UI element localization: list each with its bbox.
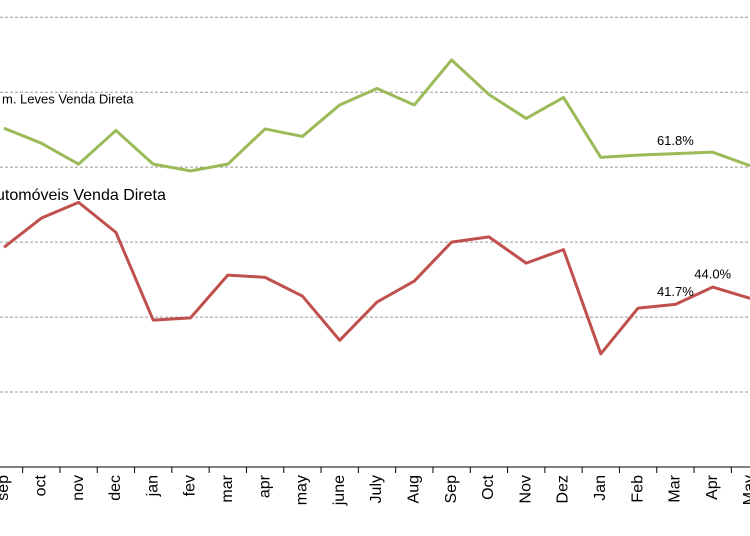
- x-tick-label: Feb: [629, 475, 646, 503]
- x-tick-label: Oct: [480, 474, 497, 499]
- x-tick-label: june: [331, 475, 348, 506]
- series-line: [3, 58, 750, 173]
- data-label: 44.0%: [694, 267, 731, 282]
- x-tick-label: apr: [256, 474, 273, 498]
- x-tick-label: Sep: [443, 475, 460, 504]
- series-label: m. Leves Venda Direta: [2, 91, 134, 106]
- series-line: [3, 200, 750, 356]
- x-tick-label: jan: [144, 475, 161, 497]
- data-label: 61.8%: [657, 133, 694, 148]
- x-tick-label: May: [741, 475, 750, 505]
- x-tick-label: may: [294, 475, 311, 505]
- x-tick-label: Mar: [667, 474, 684, 502]
- x-tick-label: Jan: [592, 475, 609, 501]
- x-tick-label: dec: [107, 475, 124, 501]
- x-tick-label: nov: [70, 475, 87, 501]
- data-label: 41.7%: [657, 284, 694, 299]
- x-tick-label: fev: [182, 475, 199, 496]
- x-tick-label: Apr: [704, 474, 721, 500]
- x-tick-label: mar: [219, 474, 236, 502]
- x-tick-label: oct: [33, 474, 50, 496]
- x-tick-label: Nov: [517, 475, 534, 503]
- x-tick-label: Dez: [555, 475, 572, 503]
- x-tick-label: Aug: [406, 475, 423, 503]
- x-tick-label: sep: [0, 475, 12, 501]
- series-label: utomóveis Venda Direta: [0, 187, 166, 204]
- x-tick-label: July: [368, 475, 385, 503]
